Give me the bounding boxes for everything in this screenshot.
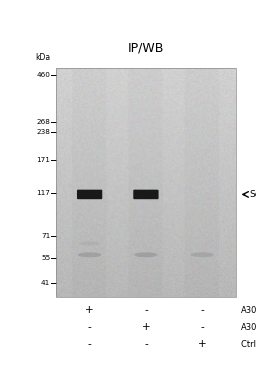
Text: -: - [88,339,91,349]
Ellipse shape [190,252,214,257]
Text: -: - [200,322,204,332]
Text: 171: 171 [36,157,50,163]
Bar [56,68,236,297]
Text: 238: 238 [36,129,50,135]
Text: +: + [85,305,94,315]
Text: Ctrl IgG: Ctrl IgG [241,340,256,349]
Text: 460: 460 [36,72,50,78]
Text: 268: 268 [36,119,50,125]
Text: 55: 55 [41,255,50,261]
Text: -: - [200,305,204,315]
Text: kDa: kDa [35,53,50,62]
Text: Sec3: Sec3 [250,190,256,199]
Ellipse shape [78,252,101,257]
Ellipse shape [79,242,100,246]
Text: +: + [142,322,150,332]
FancyBboxPatch shape [77,190,102,199]
Text: IP/WB: IP/WB [128,41,164,54]
Text: 41: 41 [41,280,50,286]
Text: A303-364A: A303-364A [241,323,256,332]
Text: 71: 71 [41,233,50,239]
Text: -: - [144,305,148,315]
Text: A303-363A: A303-363A [241,306,256,315]
Ellipse shape [134,252,157,257]
Text: 117: 117 [36,190,50,196]
Text: -: - [144,339,148,349]
Text: -: - [88,322,91,332]
FancyBboxPatch shape [133,190,158,199]
Text: +: + [198,339,207,349]
